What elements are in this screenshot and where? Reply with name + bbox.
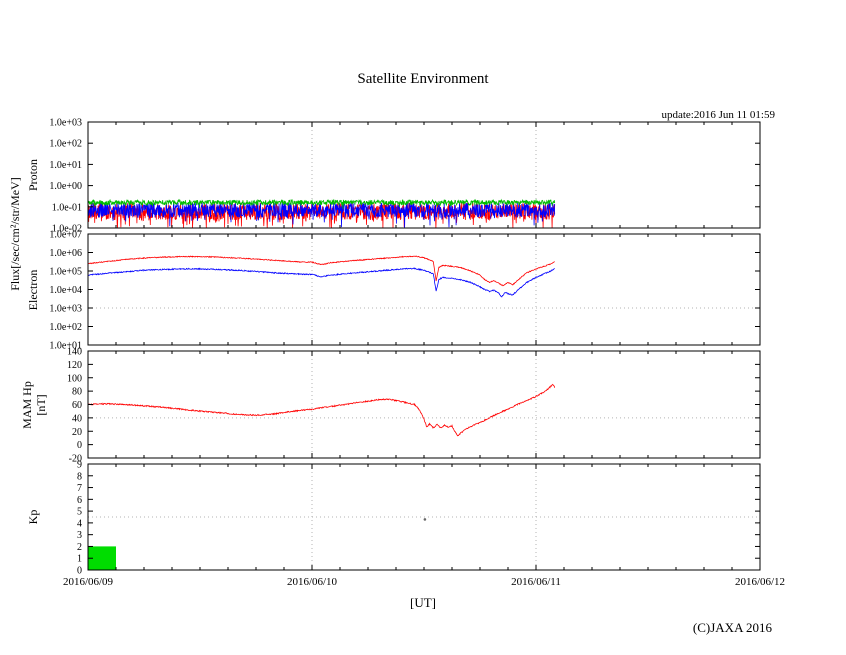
data-dot [423,518,427,521]
series-electron-blue-channel [87,267,555,298]
y-tick-label: 1.0e+07 [49,230,82,241]
y-tick-label: 7 [77,483,82,494]
panel-frame [87,350,761,459]
y-tick-label: 4 [77,518,82,529]
y-tick-label: 40 [72,413,82,424]
flux-axis-label: Flux[/sec/cm²/str/MeV] [8,177,22,291]
update-timestamp: update:2016 Jun 11 01:59 [661,109,775,121]
x-axis-title: [UT] [410,595,436,610]
series-hp-magnetic-field [87,383,556,437]
y-tick-label: 1.0e+01 [49,160,82,171]
y-tick-label: 120 [67,360,82,371]
series-proton-blue-channel [87,201,556,229]
y-tick-label: 60 [72,400,82,411]
y-tick-label: 1.0e+04 [49,285,82,296]
y-tick-label: 140 [67,347,82,358]
y-tick-label: 1.0e+00 [49,181,82,192]
x-tick-label: 2016/06/12 [735,576,785,588]
page-title: Satellite Environment [357,71,489,87]
y-tick-label: 0 [77,440,82,451]
x-tick-label: 2016/06/11 [511,576,561,588]
y-tick-label: 1.0e+03 [49,304,82,315]
nt-unit-label: [nT] [34,394,48,415]
y-tick-label: 1.0e+06 [49,248,82,259]
series-proton-green-channel [87,198,556,210]
kp-axis-label: Kp [26,510,40,525]
y-tick-label: 80 [72,387,82,398]
y-tick-label: 9 [77,460,82,471]
y-tick-label: 2 [77,542,82,553]
y-tick-label: 1 [77,554,82,565]
mam-hp-axis-label: MAM Hp [20,381,34,429]
y-tick-label: 1.0e+02 [49,322,82,333]
y-tick-label: 3 [77,530,82,541]
y-tick-label: 1.0e-02 [52,224,82,235]
y-tick-label: 1.0e+02 [49,139,82,150]
copyright: (C)JAXA 2016 [692,620,772,635]
y-tick-label: 1.0e+01 [49,341,82,352]
panel-mam-hp: 140 120 100 80 60 40 20 0 -20 [67,347,761,465]
panel-frame [87,233,761,346]
panel-proton: 1.0e+03 1.0e+02 1.0e+01 1.0e+00 1.0e-01 1.0e-… [49,118,761,235]
kp-bar [88,546,116,570]
x-tick-label: 2016/06/10 [287,576,338,588]
y-tick-label: -20 [69,454,82,465]
panel-electron: 1.0e+07 1.0e+06 1.0e+05 1.0e+04 1.0e+03 1.0e+… [49,230,761,352]
electron-axis-label: Electron [26,270,40,311]
y-tick-label: 1.0e+03 [49,118,82,129]
series-electron-red-channel [87,255,555,287]
proton-axis-label: Proton [26,159,40,191]
x-tick-label: 2016/06/09 [63,576,114,588]
y-tick-label: 20 [72,427,82,438]
y-tick-label: 6 [77,495,82,506]
y-tick-label: 1.0e-01 [52,202,82,213]
y-tick-label: 0 [77,566,82,577]
y-tick-label: 1.0e+05 [49,267,82,278]
y-tick-label: 8 [77,471,82,482]
y-tick-label: 100 [67,373,82,384]
y-tick-label: 5 [77,507,82,518]
